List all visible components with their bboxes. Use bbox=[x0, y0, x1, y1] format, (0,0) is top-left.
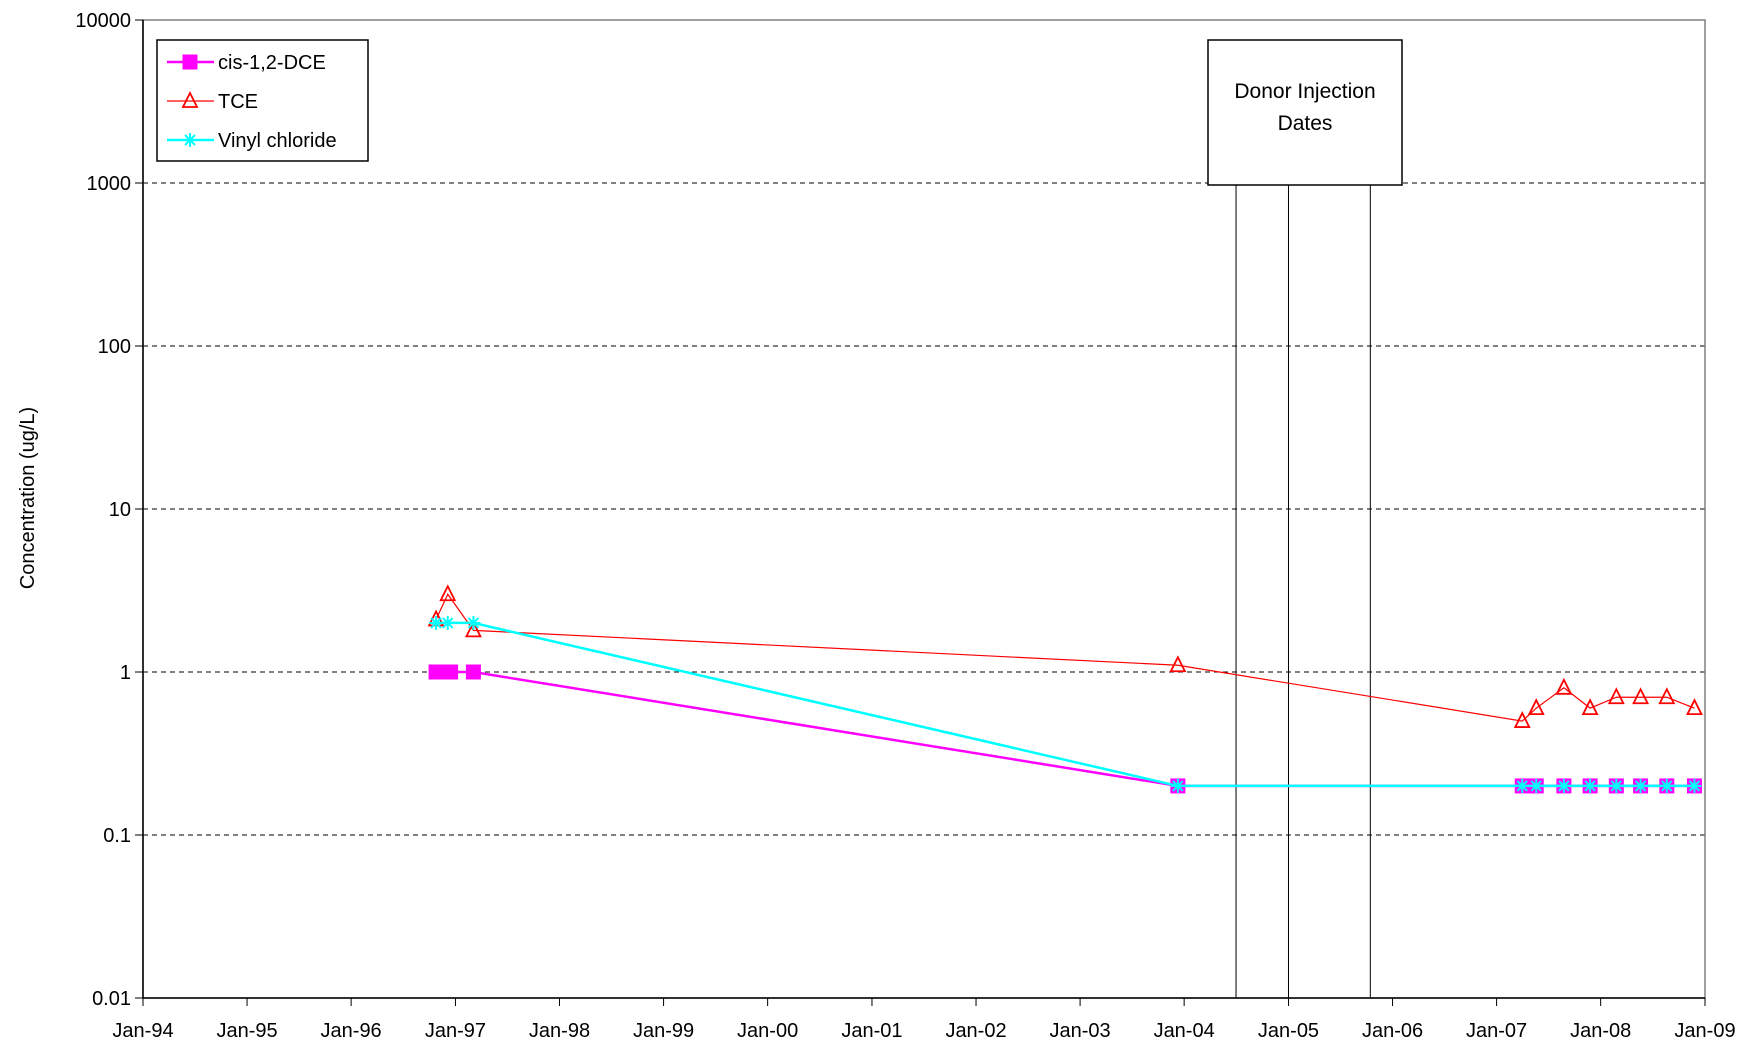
marker-square bbox=[465, 664, 481, 680]
marker-triangle bbox=[1581, 698, 1599, 716]
marker-stroke bbox=[1516, 780, 1528, 792]
y-tick-label: 100 bbox=[98, 336, 131, 358]
marker-stroke bbox=[1584, 780, 1596, 792]
annotation-box bbox=[1207, 39, 1403, 186]
x-tick-label: Jan-98 bbox=[529, 1020, 590, 1042]
marker-asterisk bbox=[440, 615, 455, 630]
legend-label: TCE bbox=[218, 91, 258, 113]
legend-item-cis-1-2-dce: cis-1,2-DCE bbox=[167, 52, 326, 74]
marker-stroke bbox=[1530, 780, 1542, 792]
marker-asterisk bbox=[1633, 778, 1648, 793]
marker-stroke bbox=[1661, 780, 1673, 792]
x-tick-label: Jan-08 bbox=[1570, 1020, 1631, 1042]
marker-stroke bbox=[430, 617, 442, 629]
legend: cis-1,2-DCE TCE Vinyl chloride bbox=[156, 39, 369, 162]
marker-triangle bbox=[439, 584, 457, 602]
x-tick-label: Jan-95 bbox=[216, 1020, 277, 1042]
marker-stroke bbox=[1610, 780, 1623, 792]
annotation-label: Donor Injection Dates bbox=[1234, 80, 1375, 135]
marker-asterisk bbox=[1659, 778, 1674, 793]
marker-stroke bbox=[442, 617, 454, 629]
x-tick-label: Jan-99 bbox=[633, 1020, 694, 1042]
y-tick-label: 0.01 bbox=[92, 988, 131, 1010]
legend-label: Vinyl chloride bbox=[218, 130, 337, 152]
legend-item-vinyl-chloride: Vinyl chloride bbox=[167, 130, 337, 152]
x-tick-label: Jan-00 bbox=[737, 1020, 798, 1042]
marker-asterisk bbox=[1515, 778, 1530, 793]
marker-asterisk bbox=[1170, 778, 1185, 793]
axes: 0.01 0.1 1 10 100 1000 10000 Jan-94 Jan-95 Jan-96… bbox=[75, 10, 1735, 1042]
marker-triangle bbox=[464, 620, 482, 638]
marker-asterisk bbox=[466, 615, 481, 630]
gridlines bbox=[143, 182, 1705, 836]
marker-asterisk bbox=[1529, 778, 1544, 793]
y-tick-label: 0.1 bbox=[103, 825, 131, 847]
x-tick-label: Jan-03 bbox=[1050, 1020, 1111, 1042]
x-tick-label: Jan-06 bbox=[1362, 1020, 1423, 1042]
marker-stroke bbox=[1688, 780, 1701, 792]
x-tick-label: Jan-94 bbox=[112, 1020, 173, 1042]
marker-stroke bbox=[1634, 780, 1647, 792]
marker-asterisk bbox=[429, 615, 444, 630]
series-line-cis-1-2-dce bbox=[436, 670, 1695, 788]
x-tick-label: Jan-07 bbox=[1466, 1020, 1527, 1042]
marker-triangle bbox=[1607, 687, 1625, 705]
x-tick-label: Jan-04 bbox=[1154, 1020, 1215, 1042]
marker-triangle bbox=[1527, 698, 1545, 716]
marker-triangle bbox=[1658, 687, 1676, 705]
marker-stroke bbox=[184, 134, 196, 146]
x-tick-label: Jan-97 bbox=[425, 1020, 486, 1042]
legend-label: cis-1,2-DCE bbox=[218, 52, 326, 74]
marker-stroke bbox=[1172, 780, 1184, 792]
marker-stroke bbox=[1558, 780, 1570, 792]
marker-triangle bbox=[181, 90, 199, 108]
x-tick-label: Jan-02 bbox=[945, 1020, 1006, 1042]
x-tick-label: Jan-05 bbox=[1258, 1020, 1319, 1042]
donor-injection-annotation: Donor Injection Dates bbox=[1207, 39, 1403, 998]
x-tick-label: Jan-09 bbox=[1674, 1020, 1735, 1042]
marker-triangle bbox=[1685, 698, 1703, 716]
marker-triangle bbox=[1632, 687, 1650, 705]
marker-asterisk bbox=[1687, 778, 1702, 793]
marker-asterisk bbox=[1583, 778, 1598, 793]
legend-item-tce: TCE bbox=[167, 90, 258, 113]
x-tick-label: Jan-01 bbox=[841, 1020, 902, 1042]
marker-triangle bbox=[1555, 677, 1573, 695]
marker-stroke bbox=[467, 617, 480, 629]
marker-asterisk bbox=[1609, 778, 1624, 793]
marker-asterisk bbox=[183, 133, 197, 147]
marker-asterisk bbox=[1556, 778, 1571, 793]
y-axis-title: Concentration (ug/L) bbox=[17, 407, 39, 589]
y-tick-label: 1000 bbox=[87, 173, 132, 195]
y-tick-label: 1 bbox=[120, 662, 131, 684]
y-tick-label: 10 bbox=[109, 499, 131, 521]
series-cis-1-2-dce bbox=[428, 664, 1702, 794]
marker-triangle bbox=[1169, 655, 1187, 673]
x-tick-label: Jan-96 bbox=[321, 1020, 382, 1042]
series-line-vinyl-chloride bbox=[436, 621, 1695, 788]
series-layer bbox=[427, 584, 1703, 794]
y-tick-label: 10000 bbox=[75, 10, 131, 32]
series-vinyl-chloride bbox=[429, 615, 1702, 793]
marker-square bbox=[182, 54, 198, 70]
marker-triangle bbox=[1513, 711, 1531, 728]
marker-square bbox=[443, 664, 459, 680]
